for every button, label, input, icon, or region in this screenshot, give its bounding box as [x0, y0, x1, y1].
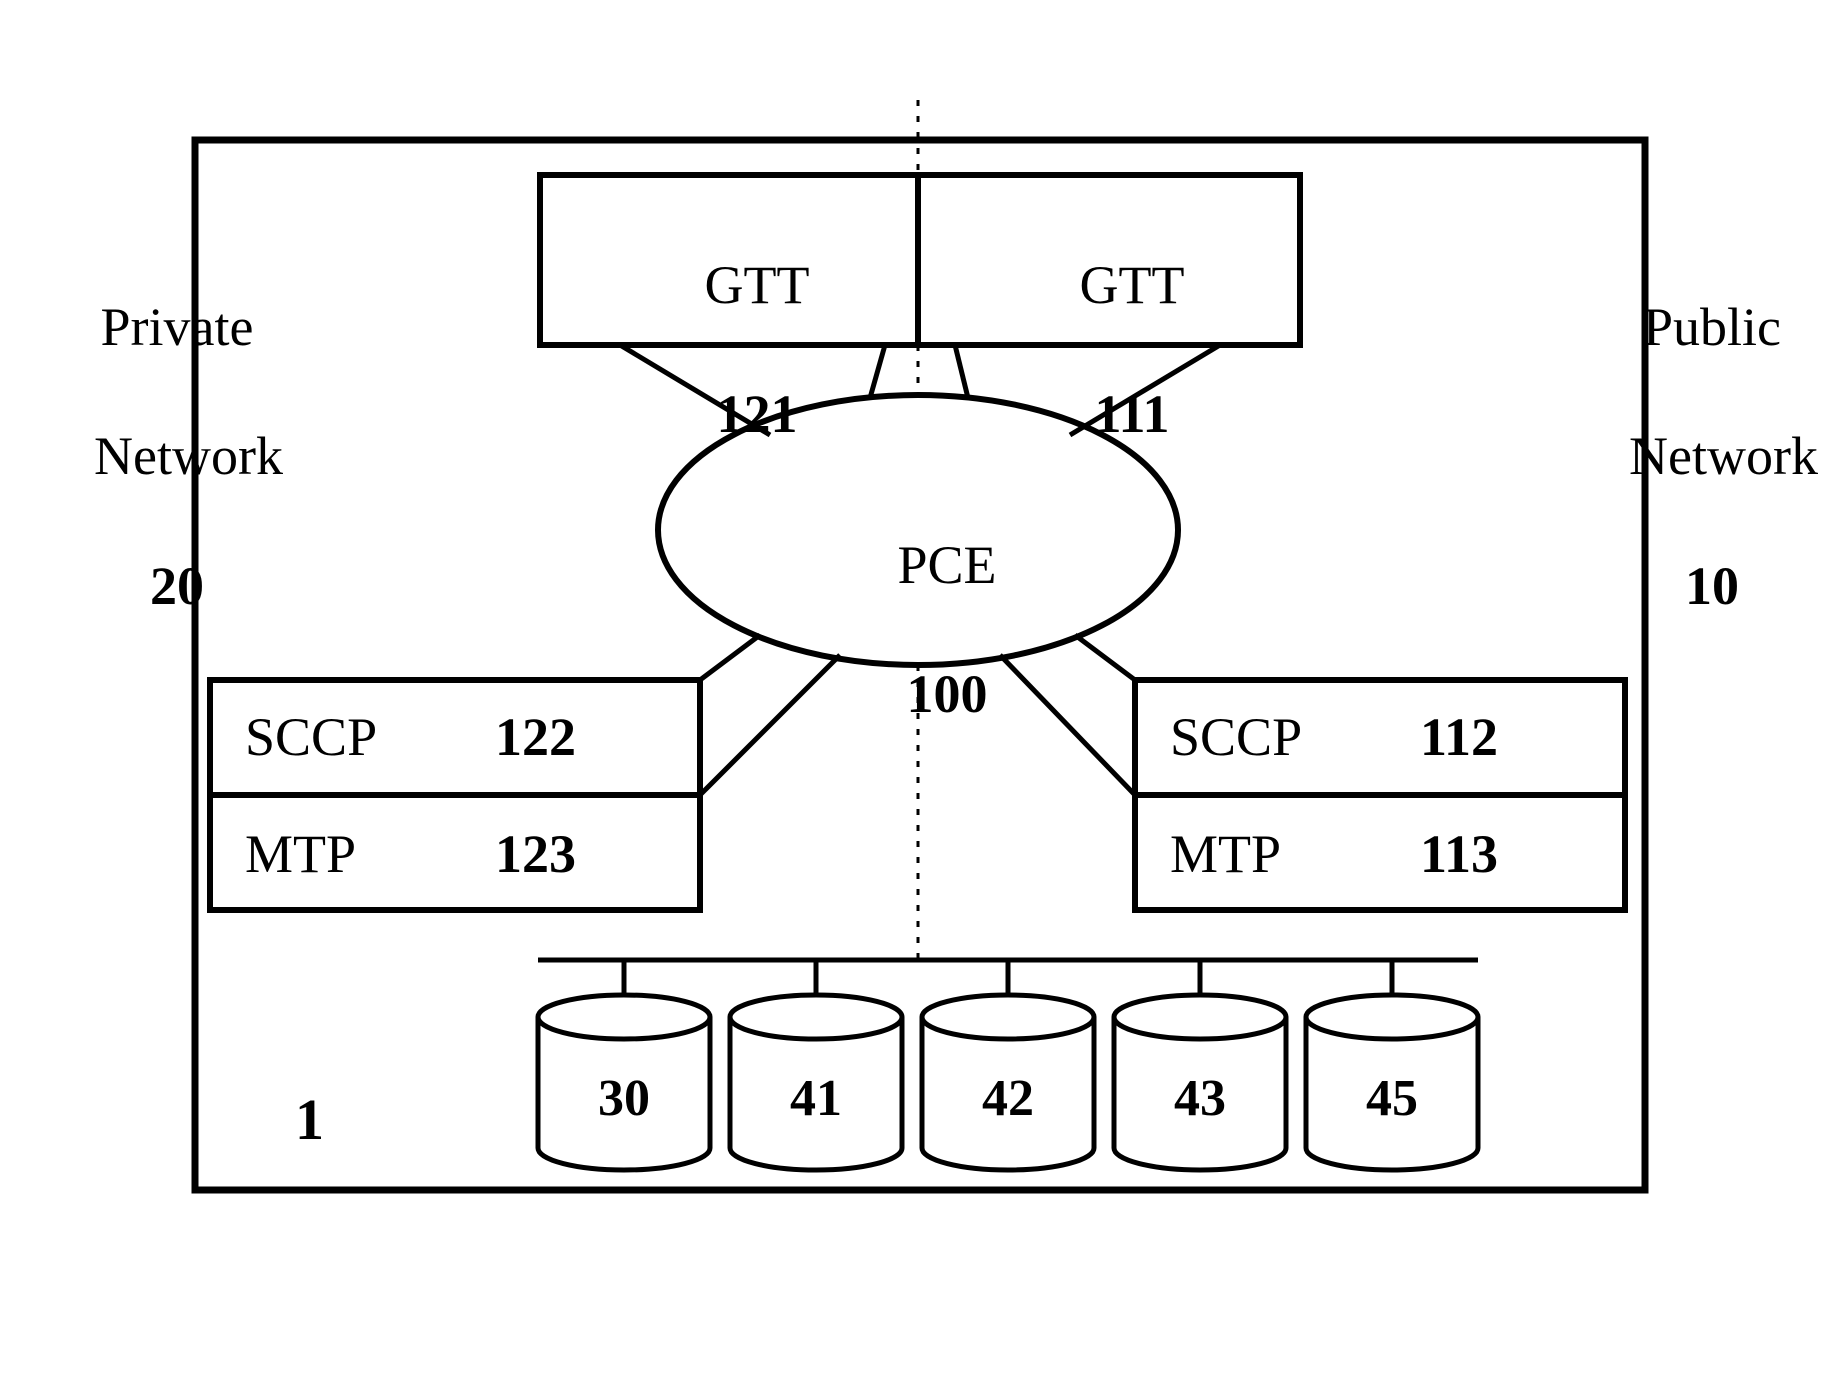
cylinder-num-3: 43 [1114, 1068, 1286, 1130]
private-network-line2: Network [94, 426, 283, 486]
right-stack-bottom-num: 113 [1420, 822, 1498, 887]
gtt-left-label-wrap: GTT 121 [555, 188, 905, 512]
left-stack-top-num: 122 [495, 705, 576, 770]
pce-num: 100 [907, 664, 988, 724]
gtt-right-num: 111 [1094, 384, 1169, 444]
private-network-label: Private Network 20 [40, 230, 260, 684]
outer-box-num: 1 [295, 1085, 324, 1155]
gtt-right-label-wrap: GTT 111 [930, 188, 1280, 512]
cylinder-num-0: 30 [538, 1068, 710, 1130]
cylinder-num-4: 45 [1306, 1068, 1478, 1130]
edge-right-a [1075, 635, 1135, 680]
gtt-left-num: 121 [717, 384, 798, 444]
gtt-left-label: GTT [705, 255, 810, 315]
public-network-label: Public Network 10 [1575, 230, 1795, 684]
right-stack-top-label: SCCP [1170, 705, 1302, 770]
gtt-right-label: GTT [1080, 255, 1185, 315]
public-network-num: 10 [1685, 556, 1739, 616]
cylinder-num-2: 42 [922, 1068, 1094, 1130]
left-stack-bottom-label: MTP [245, 822, 356, 887]
left-stack-bottom-num: 123 [495, 822, 576, 887]
public-network-line1: Public [1643, 297, 1781, 357]
private-network-line1: Private [101, 297, 254, 357]
left-stack-top-label: SCCP [245, 705, 377, 770]
diagram-stage: Private Network 20 Public Network 10 GTT… [0, 0, 1837, 1374]
pce-label-wrap: PCE 100 [790, 468, 1050, 792]
public-network-line2: Network [1629, 426, 1818, 486]
cylinder-num-1: 41 [730, 1068, 902, 1130]
right-stack-bottom-label: MTP [1170, 822, 1281, 887]
pce-label: PCE [897, 535, 996, 595]
private-network-num: 20 [150, 556, 204, 616]
right-stack-top-num: 112 [1420, 705, 1498, 770]
edge-left-a [700, 635, 760, 680]
